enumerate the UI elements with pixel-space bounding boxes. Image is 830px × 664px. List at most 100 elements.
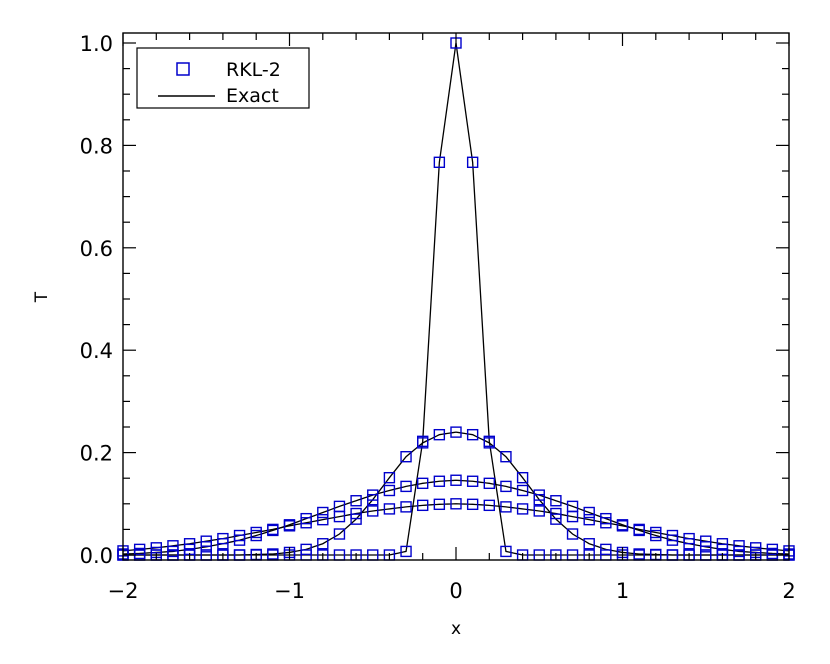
legend-square-marker — [176, 62, 190, 76]
data-point — [433, 498, 446, 511]
data-point — [566, 510, 579, 523]
data-point — [450, 474, 462, 486]
data-point — [633, 548, 645, 560]
data-point — [350, 495, 362, 507]
data-point — [500, 480, 512, 493]
data-point — [333, 510, 346, 523]
x-tick-label: 0 — [449, 579, 462, 603]
x-tick-label: −1 — [274, 579, 305, 603]
data-point — [217, 532, 229, 545]
data-point — [433, 475, 446, 487]
data-point — [383, 484, 396, 497]
y-axis-label: T — [32, 291, 52, 303]
data-point — [483, 437, 495, 449]
data-point — [683, 532, 695, 545]
data-point — [583, 506, 595, 519]
data-point — [516, 484, 529, 497]
x-tick-label: 2 — [782, 579, 795, 603]
data-point — [283, 520, 296, 532]
data-point — [650, 526, 662, 539]
data-point — [450, 498, 462, 510]
data-point — [533, 505, 545, 517]
data-point — [466, 475, 479, 487]
data-point — [400, 480, 412, 493]
data-point — [500, 501, 512, 513]
data-point — [550, 507, 562, 520]
data-point — [350, 507, 362, 520]
legend-label-exact: Exact — [226, 85, 279, 107]
data-point — [666, 529, 679, 542]
data-point — [483, 499, 495, 512]
data-point — [383, 503, 396, 515]
rkl2-markers — [117, 37, 795, 561]
data-point — [516, 503, 529, 515]
x-tick-labels: −2 −1 0 1 2 — [108, 579, 796, 603]
data-point — [700, 535, 712, 547]
data-point — [433, 428, 446, 441]
plot-frame — [122, 32, 790, 561]
data-point — [400, 501, 412, 513]
data-point — [317, 513, 329, 526]
x-axis-label: x — [451, 619, 461, 639]
data-point — [583, 513, 595, 526]
exact-line-1 — [123, 431, 789, 556]
data-point — [233, 529, 246, 542]
data-point — [367, 489, 379, 501]
data-point — [200, 535, 212, 547]
exact-curves — [122, 42, 790, 556]
data-point — [716, 538, 729, 550]
exact-line-0 — [123, 42, 789, 556]
y-tick-label: 0.0 — [80, 544, 113, 568]
data-point — [383, 471, 396, 484]
data-point — [300, 543, 312, 556]
data-point — [300, 517, 312, 529]
data-point — [133, 543, 146, 556]
data-point — [400, 545, 412, 558]
data-point — [500, 545, 512, 558]
data-point — [633, 523, 645, 536]
data-point — [400, 451, 412, 463]
data-point — [333, 528, 346, 540]
y-tick-label: 0.6 — [80, 237, 113, 261]
data-point — [583, 538, 595, 550]
data-point — [417, 499, 429, 512]
data-point — [500, 451, 512, 463]
data-point — [766, 543, 779, 556]
data-point — [750, 542, 762, 554]
data-point — [600, 517, 612, 529]
axis-ticks — [122, 33, 790, 560]
data-point — [150, 542, 163, 554]
y-tick-label: 0.2 — [80, 442, 113, 466]
data-point — [483, 477, 495, 490]
legend: RKL-2 Exact — [136, 47, 310, 109]
y-tick-label: 0.8 — [80, 134, 113, 158]
y-tick-labels: 0.0 0.2 0.4 0.6 0.8 1.0 — [80, 32, 113, 568]
data-point — [466, 156, 479, 169]
data-point — [733, 540, 745, 552]
data-point — [267, 523, 279, 536]
data-point — [367, 505, 379, 517]
data-point — [433, 156, 446, 169]
y-tick-label: 1.0 — [80, 32, 113, 56]
data-point — [317, 506, 329, 519]
legend-box — [136, 47, 310, 109]
legend-label-rkl2: RKL-2 — [226, 59, 281, 81]
data-point — [183, 538, 196, 550]
data-point — [516, 471, 529, 484]
data-point — [417, 437, 429, 449]
data-point — [250, 526, 262, 539]
data-point — [600, 543, 612, 556]
data-point — [616, 520, 629, 532]
data-point — [317, 538, 329, 550]
data-point — [466, 428, 479, 441]
data-point — [167, 540, 179, 552]
data-point — [566, 528, 579, 540]
data-point — [267, 548, 279, 560]
x-tick-label: −2 — [108, 579, 139, 603]
data-point — [417, 477, 429, 490]
x-tick-label: 1 — [616, 579, 629, 603]
data-point — [466, 498, 479, 511]
data-point — [550, 495, 562, 507]
y-tick-label: 0.4 — [80, 339, 113, 363]
